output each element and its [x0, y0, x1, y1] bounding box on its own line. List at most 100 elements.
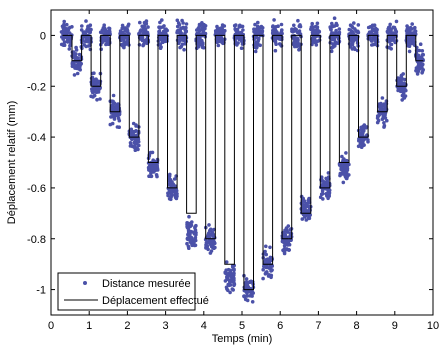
scatter-point — [172, 177, 177, 181]
scatter-point — [201, 45, 206, 50]
scatter-point — [375, 114, 380, 118]
scatter-point — [61, 37, 65, 41]
scatter-point — [62, 19, 66, 24]
scatter-point — [87, 30, 92, 34]
scatter-point — [245, 282, 250, 287]
scatter-point — [386, 29, 390, 34]
scatter-point — [79, 28, 84, 32]
scatter-point — [280, 28, 284, 32]
scatter-point — [302, 199, 307, 203]
scatter-point — [126, 24, 130, 28]
scatter-point — [291, 30, 295, 34]
scatter-point — [329, 27, 333, 32]
scatter-point — [374, 31, 379, 35]
scatter-point — [359, 131, 364, 135]
scatter-point — [228, 290, 232, 295]
scatter-point — [150, 150, 155, 155]
x-tick-label: 9 — [392, 320, 398, 332]
scatter-point — [273, 26, 277, 31]
scatter-point — [141, 43, 145, 48]
scatter-point — [84, 36, 89, 40]
scatter-point — [319, 177, 323, 182]
scatter-point — [245, 298, 250, 303]
scatter-point — [300, 202, 304, 206]
scatter-point — [352, 21, 356, 25]
scatter-point — [136, 147, 140, 152]
scatter-point — [375, 120, 380, 125]
scatter-point — [352, 46, 357, 50]
scatter-point — [155, 168, 160, 172]
scatter-point — [160, 31, 165, 36]
scatter-point — [234, 23, 238, 27]
scatter-point — [92, 93, 97, 98]
plot-area: 0 1 2 3 4 5 6 7 8 9 10 0 -0.2 -0.4 -0.6 -0.8 -1 — [27, 9, 439, 332]
scatter-point — [160, 18, 164, 22]
scatter-point — [294, 44, 299, 49]
scatter-point — [386, 27, 391, 31]
scatter-point — [77, 65, 82, 69]
scatter-point — [333, 41, 338, 46]
scatter-point — [270, 264, 275, 268]
y-axis-ticks: 0 -0.2 -0.4 -0.6 -0.8 -1 — [27, 30, 433, 297]
scatter-point — [321, 197, 325, 201]
x-tick-label: 0 — [48, 320, 54, 332]
scatter-point — [108, 122, 113, 127]
scatter-point — [362, 129, 366, 133]
scatter-point — [182, 47, 186, 52]
scatter-point — [296, 18, 300, 23]
scatter-point — [420, 63, 424, 67]
scatter-point — [86, 26, 90, 31]
scatter-point — [162, 24, 166, 28]
scatter-point — [312, 30, 317, 34]
scatter-point — [166, 191, 170, 195]
scatter-point — [360, 137, 365, 141]
scatter-point — [65, 22, 69, 27]
scatter-point — [332, 16, 337, 21]
x-tick-label: 4 — [201, 320, 207, 332]
scatter-point — [335, 23, 339, 28]
scatter-point — [158, 25, 163, 30]
scatter-point — [255, 20, 260, 25]
scatter-point — [86, 40, 91, 44]
scatter-point — [356, 30, 361, 35]
scatter-point — [71, 50, 76, 54]
scatter-cluster — [309, 21, 322, 47]
scatter-point — [102, 38, 107, 43]
scatter-cluster — [89, 71, 103, 102]
scatter-point — [288, 231, 293, 236]
scatter-point — [190, 243, 194, 248]
scatter-point — [321, 183, 325, 187]
scatter-point — [117, 125, 121, 129]
scatter-point — [177, 22, 182, 27]
scatter-point — [142, 24, 147, 28]
scatter-point — [362, 123, 367, 127]
scatter-point — [94, 90, 98, 94]
scatter-point — [413, 29, 418, 33]
scatter-point — [171, 182, 176, 187]
scatter-point — [347, 42, 352, 46]
scatter-point — [96, 90, 101, 94]
scatter-point — [245, 294, 250, 298]
scatter-point — [347, 27, 352, 32]
scatter-cluster — [166, 172, 179, 202]
scatter-point — [69, 35, 74, 40]
scatter-point — [420, 69, 425, 74]
scatter-point — [209, 227, 213, 232]
scatter-point — [186, 244, 191, 249]
scatter-point — [394, 19, 399, 24]
scatter-point — [124, 42, 128, 46]
axes-background — [51, 10, 433, 315]
scatter-point — [122, 37, 126, 41]
scatter-point — [265, 257, 270, 262]
scatter-point — [98, 97, 102, 101]
scatter-point — [330, 31, 334, 35]
scatter-point — [163, 27, 167, 32]
scatter-point — [293, 36, 297, 41]
scatter-point — [74, 48, 79, 52]
scatter-point — [99, 35, 104, 40]
scatter-point — [250, 300, 255, 304]
scatter-point — [189, 223, 194, 227]
scatter-point — [114, 112, 119, 117]
scatter-point — [77, 52, 82, 57]
scatter-point — [147, 174, 151, 178]
